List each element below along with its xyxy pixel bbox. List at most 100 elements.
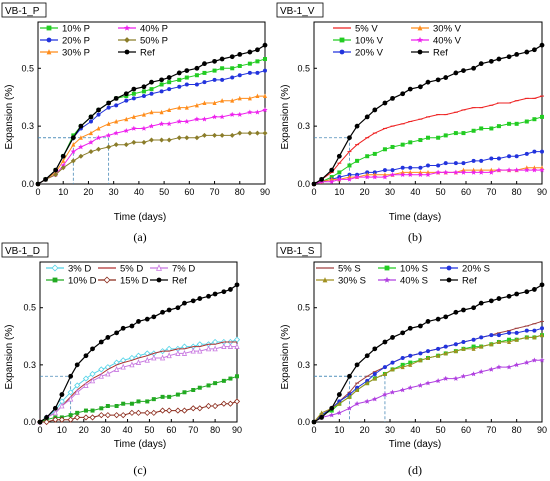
legend-item: 40% P bbox=[118, 24, 168, 35]
data-point bbox=[166, 407, 173, 414]
data-point bbox=[425, 380, 431, 386]
data-point bbox=[514, 52, 520, 57]
data-point bbox=[247, 49, 253, 55]
legend-item: 40% V bbox=[411, 36, 462, 47]
y-tick-label: 0.5 bbox=[297, 63, 310, 73]
data-point bbox=[68, 373, 74, 379]
x-tick-label: 90 bbox=[537, 187, 547, 197]
data-point bbox=[346, 405, 353, 411]
data-point bbox=[262, 130, 268, 136]
data-point bbox=[496, 296, 502, 301]
legend-label: Ref bbox=[140, 48, 155, 59]
data-point bbox=[390, 144, 395, 149]
legend-marker bbox=[417, 25, 423, 31]
data-point bbox=[488, 366, 494, 372]
data-point bbox=[471, 337, 476, 342]
data-point bbox=[106, 121, 111, 126]
data-point bbox=[131, 91, 136, 96]
data-point bbox=[426, 135, 430, 140]
data-point bbox=[255, 47, 260, 53]
data-point bbox=[372, 346, 378, 352]
data-point bbox=[74, 382, 81, 389]
legend-label: 20% S bbox=[462, 264, 490, 275]
data-point bbox=[443, 169, 449, 175]
series-line bbox=[313, 284, 543, 423]
data-point bbox=[89, 377, 96, 384]
x-tick-label: 10 bbox=[334, 425, 344, 435]
x-tick-label: 0 bbox=[35, 187, 40, 197]
data-point bbox=[89, 414, 96, 421]
data-point bbox=[197, 347, 203, 354]
data-point bbox=[354, 174, 360, 180]
data-point bbox=[390, 95, 395, 101]
data-point bbox=[44, 415, 49, 420]
data-point bbox=[167, 107, 172, 112]
data-point bbox=[337, 401, 342, 406]
data-point bbox=[382, 174, 388, 180]
data-point bbox=[96, 125, 101, 131]
data-point bbox=[131, 114, 136, 119]
data-point bbox=[496, 333, 501, 338]
x-tick-label: 30 bbox=[109, 187, 119, 197]
x-tick-label: 50 bbox=[144, 425, 154, 435]
data-point bbox=[221, 343, 227, 349]
data-point bbox=[88, 139, 94, 145]
data-point bbox=[120, 412, 127, 419]
data-point bbox=[532, 47, 537, 53]
data-point bbox=[496, 156, 501, 161]
data-point bbox=[479, 344, 484, 349]
data-point bbox=[382, 168, 387, 173]
data-point bbox=[166, 75, 172, 80]
legend-item: Ref bbox=[440, 276, 477, 287]
data-point bbox=[206, 383, 211, 388]
data-point bbox=[311, 181, 317, 187]
data-point bbox=[418, 351, 423, 356]
data-point bbox=[59, 402, 65, 409]
data-point bbox=[390, 360, 395, 365]
data-point bbox=[230, 75, 235, 80]
legend-marker bbox=[123, 24, 131, 31]
data-point bbox=[507, 339, 512, 344]
data-point bbox=[141, 139, 147, 145]
legend-item: Ref bbox=[118, 48, 155, 59]
data-point bbox=[524, 167, 530, 173]
data-point bbox=[354, 123, 360, 129]
data-point bbox=[88, 149, 94, 155]
data-point bbox=[506, 167, 512, 173]
data-point bbox=[389, 389, 396, 395]
data-point bbox=[532, 328, 537, 333]
x-tick-label: 20 bbox=[83, 187, 93, 197]
legend-label: 40% S bbox=[400, 276, 428, 287]
data-point bbox=[129, 323, 135, 329]
data-point bbox=[184, 68, 190, 73]
data-point bbox=[113, 412, 120, 419]
data-point bbox=[471, 305, 476, 311]
data-point bbox=[166, 307, 172, 313]
data-point bbox=[461, 131, 466, 136]
data-point bbox=[400, 171, 406, 178]
series-line bbox=[39, 341, 237, 423]
data-point bbox=[201, 116, 208, 122]
legend-item: 30% S bbox=[316, 276, 366, 287]
axes: 0 10 20 30 40 50 60 70 80 90 0.0 0.3 0.5 bbox=[21, 21, 270, 197]
data-point bbox=[488, 169, 494, 175]
data-point bbox=[435, 316, 441, 322]
data-point bbox=[212, 132, 218, 138]
data-point bbox=[435, 378, 441, 384]
data-point bbox=[105, 404, 110, 408]
legend-label: 10% V bbox=[355, 36, 384, 47]
data-point bbox=[425, 171, 431, 178]
data-point bbox=[78, 123, 84, 129]
data-point bbox=[453, 169, 459, 175]
plot-area bbox=[311, 42, 545, 187]
data-point bbox=[460, 169, 467, 175]
data-point bbox=[202, 70, 207, 75]
data-point bbox=[212, 58, 217, 64]
data-point bbox=[364, 353, 370, 359]
data-point bbox=[114, 119, 119, 124]
data-point bbox=[68, 395, 74, 402]
legend-marker bbox=[446, 277, 452, 283]
data-point bbox=[329, 167, 335, 173]
data-point bbox=[390, 366, 395, 372]
data-point bbox=[400, 330, 406, 336]
